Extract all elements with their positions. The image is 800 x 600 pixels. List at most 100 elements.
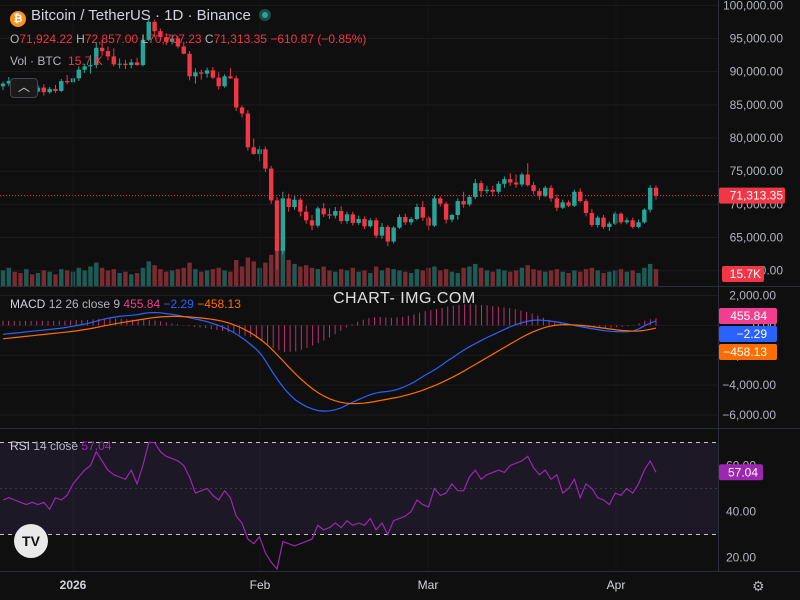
- volume-bar: [327, 270, 332, 286]
- last-price-label: 71,313.35: [730, 189, 784, 203]
- rsi-legend[interactable]: RSI 14 close 57.04: [10, 439, 111, 453]
- candle-body: [134, 62, 140, 66]
- candle-body: [642, 209, 647, 223]
- candle-body: [397, 216, 402, 228]
- gear-icon[interactable]: ⚙: [752, 578, 765, 594]
- volume-bar: [82, 270, 87, 286]
- macd-tick-label: −4,000.00: [722, 378, 776, 392]
- candle-body: [618, 213, 624, 223]
- candle-body: [129, 62, 134, 66]
- candle-body: [53, 88, 58, 91]
- symbol-title[interactable]: ₿ Bitcoin / TetherUS · 1D · Binance: [10, 7, 271, 27]
- volume-bar: [350, 267, 356, 286]
- volume-bar: [461, 267, 466, 286]
- candle-body: [403, 216, 408, 223]
- volume-bar: [426, 267, 431, 286]
- volume-bar: [6, 267, 12, 286]
- macd-hist-value: −458.13: [197, 297, 241, 311]
- candle-body: [6, 80, 12, 84]
- volume-bar: [245, 257, 251, 286]
- volume-bar: [531, 269, 536, 286]
- volume-bar: [362, 270, 367, 286]
- volume-bar: [164, 271, 169, 286]
- price-tick-label: 65,000.00: [730, 231, 784, 245]
- signal-value-tag-label: −2.29: [737, 327, 768, 341]
- volume-bar: [543, 271, 548, 286]
- candle-body: [548, 187, 554, 199]
- candle-body: [64, 80, 70, 83]
- volume-bar: [129, 274, 134, 286]
- candle-body: [519, 174, 525, 185]
- volume-value: 15.7 K: [68, 54, 103, 68]
- macd-params: 12 26 close 9: [48, 297, 121, 311]
- candle-body: [449, 214, 455, 220]
- macd-tick-label: 2,000.00: [729, 288, 776, 302]
- tradingview-logo-icon[interactable]: TV: [14, 524, 48, 558]
- candle-body: [467, 197, 472, 205]
- volume-bar: [210, 269, 216, 286]
- volume-bar: [228, 271, 233, 286]
- candle-body: [543, 187, 548, 196]
- volume-bar: [286, 260, 291, 286]
- volume-bar: [624, 271, 630, 286]
- price-tick-label: 85,000.00: [730, 98, 784, 112]
- volume-bar: [583, 269, 589, 286]
- volume-bar: [420, 270, 425, 286]
- volume-bar: [618, 269, 624, 286]
- volume-bar: [391, 269, 396, 286]
- candle-body: [478, 183, 484, 192]
- rsi-params: 14 close: [33, 439, 79, 453]
- candle-body: [356, 218, 361, 223]
- candle-body: [169, 38, 175, 42]
- candle-body: [286, 198, 291, 208]
- time-tick-label: Feb: [250, 578, 271, 592]
- candle-body: [204, 70, 210, 74]
- collapse-legend-button[interactable]: ︿: [10, 78, 38, 98]
- volume-bar: [408, 273, 414, 286]
- candle-body: [315, 208, 321, 226]
- candle-body: [210, 70, 216, 78]
- volume-bar: [630, 270, 635, 286]
- watermark: CHART- IMG.COM: [333, 290, 476, 307]
- candle-body: [303, 211, 309, 221]
- macd-legend[interactable]: MACD 12 26 close 9 455.84 −2.29 −458.13: [10, 297, 241, 311]
- price-tick-label: 100,000.00: [723, 0, 783, 12]
- volume-bar: [193, 269, 198, 286]
- candle-body: [47, 88, 52, 93]
- volume-bar: [636, 273, 641, 286]
- volume-bar: [473, 263, 478, 286]
- rsi-value: 57.04: [81, 439, 112, 453]
- volume-bar: [199, 271, 204, 286]
- volume-bar: [12, 271, 17, 286]
- rsi-line: [2, 441, 657, 571]
- volume-tag-label: 15.7K: [730, 267, 761, 281]
- candle-body: [111, 56, 116, 65]
- candle-body: [490, 189, 495, 192]
- volume-bar: [59, 269, 64, 286]
- bitcoin-icon: ₿: [10, 11, 26, 27]
- volume-bar: [525, 265, 530, 286]
- candle-body: [263, 149, 268, 169]
- rsi-tick-label: 20.00: [726, 551, 756, 565]
- volume-bar: [432, 266, 437, 286]
- volume-bar: [158, 269, 163, 286]
- candle-body: [484, 189, 490, 192]
- candle-body: [309, 220, 315, 226]
- candle-body: [175, 38, 181, 47]
- volume-bar: [373, 266, 379, 286]
- volume-bar: [519, 267, 525, 286]
- volume-bar: [344, 270, 350, 286]
- volume-bar: [24, 269, 29, 286]
- time-tick-label: Mar: [418, 578, 439, 592]
- volume-bar: [566, 273, 571, 286]
- candle-body: [373, 220, 379, 236]
- candle-body: [0, 83, 6, 87]
- rsi-value-tag: [719, 464, 763, 481]
- volume-bar: [239, 266, 245, 286]
- chevron-up-icon: ︿: [17, 80, 30, 94]
- histogram-value-tag: [719, 344, 777, 360]
- candle-body: [321, 208, 326, 215]
- candle-body: [350, 214, 356, 223]
- volume-bar: [601, 273, 606, 286]
